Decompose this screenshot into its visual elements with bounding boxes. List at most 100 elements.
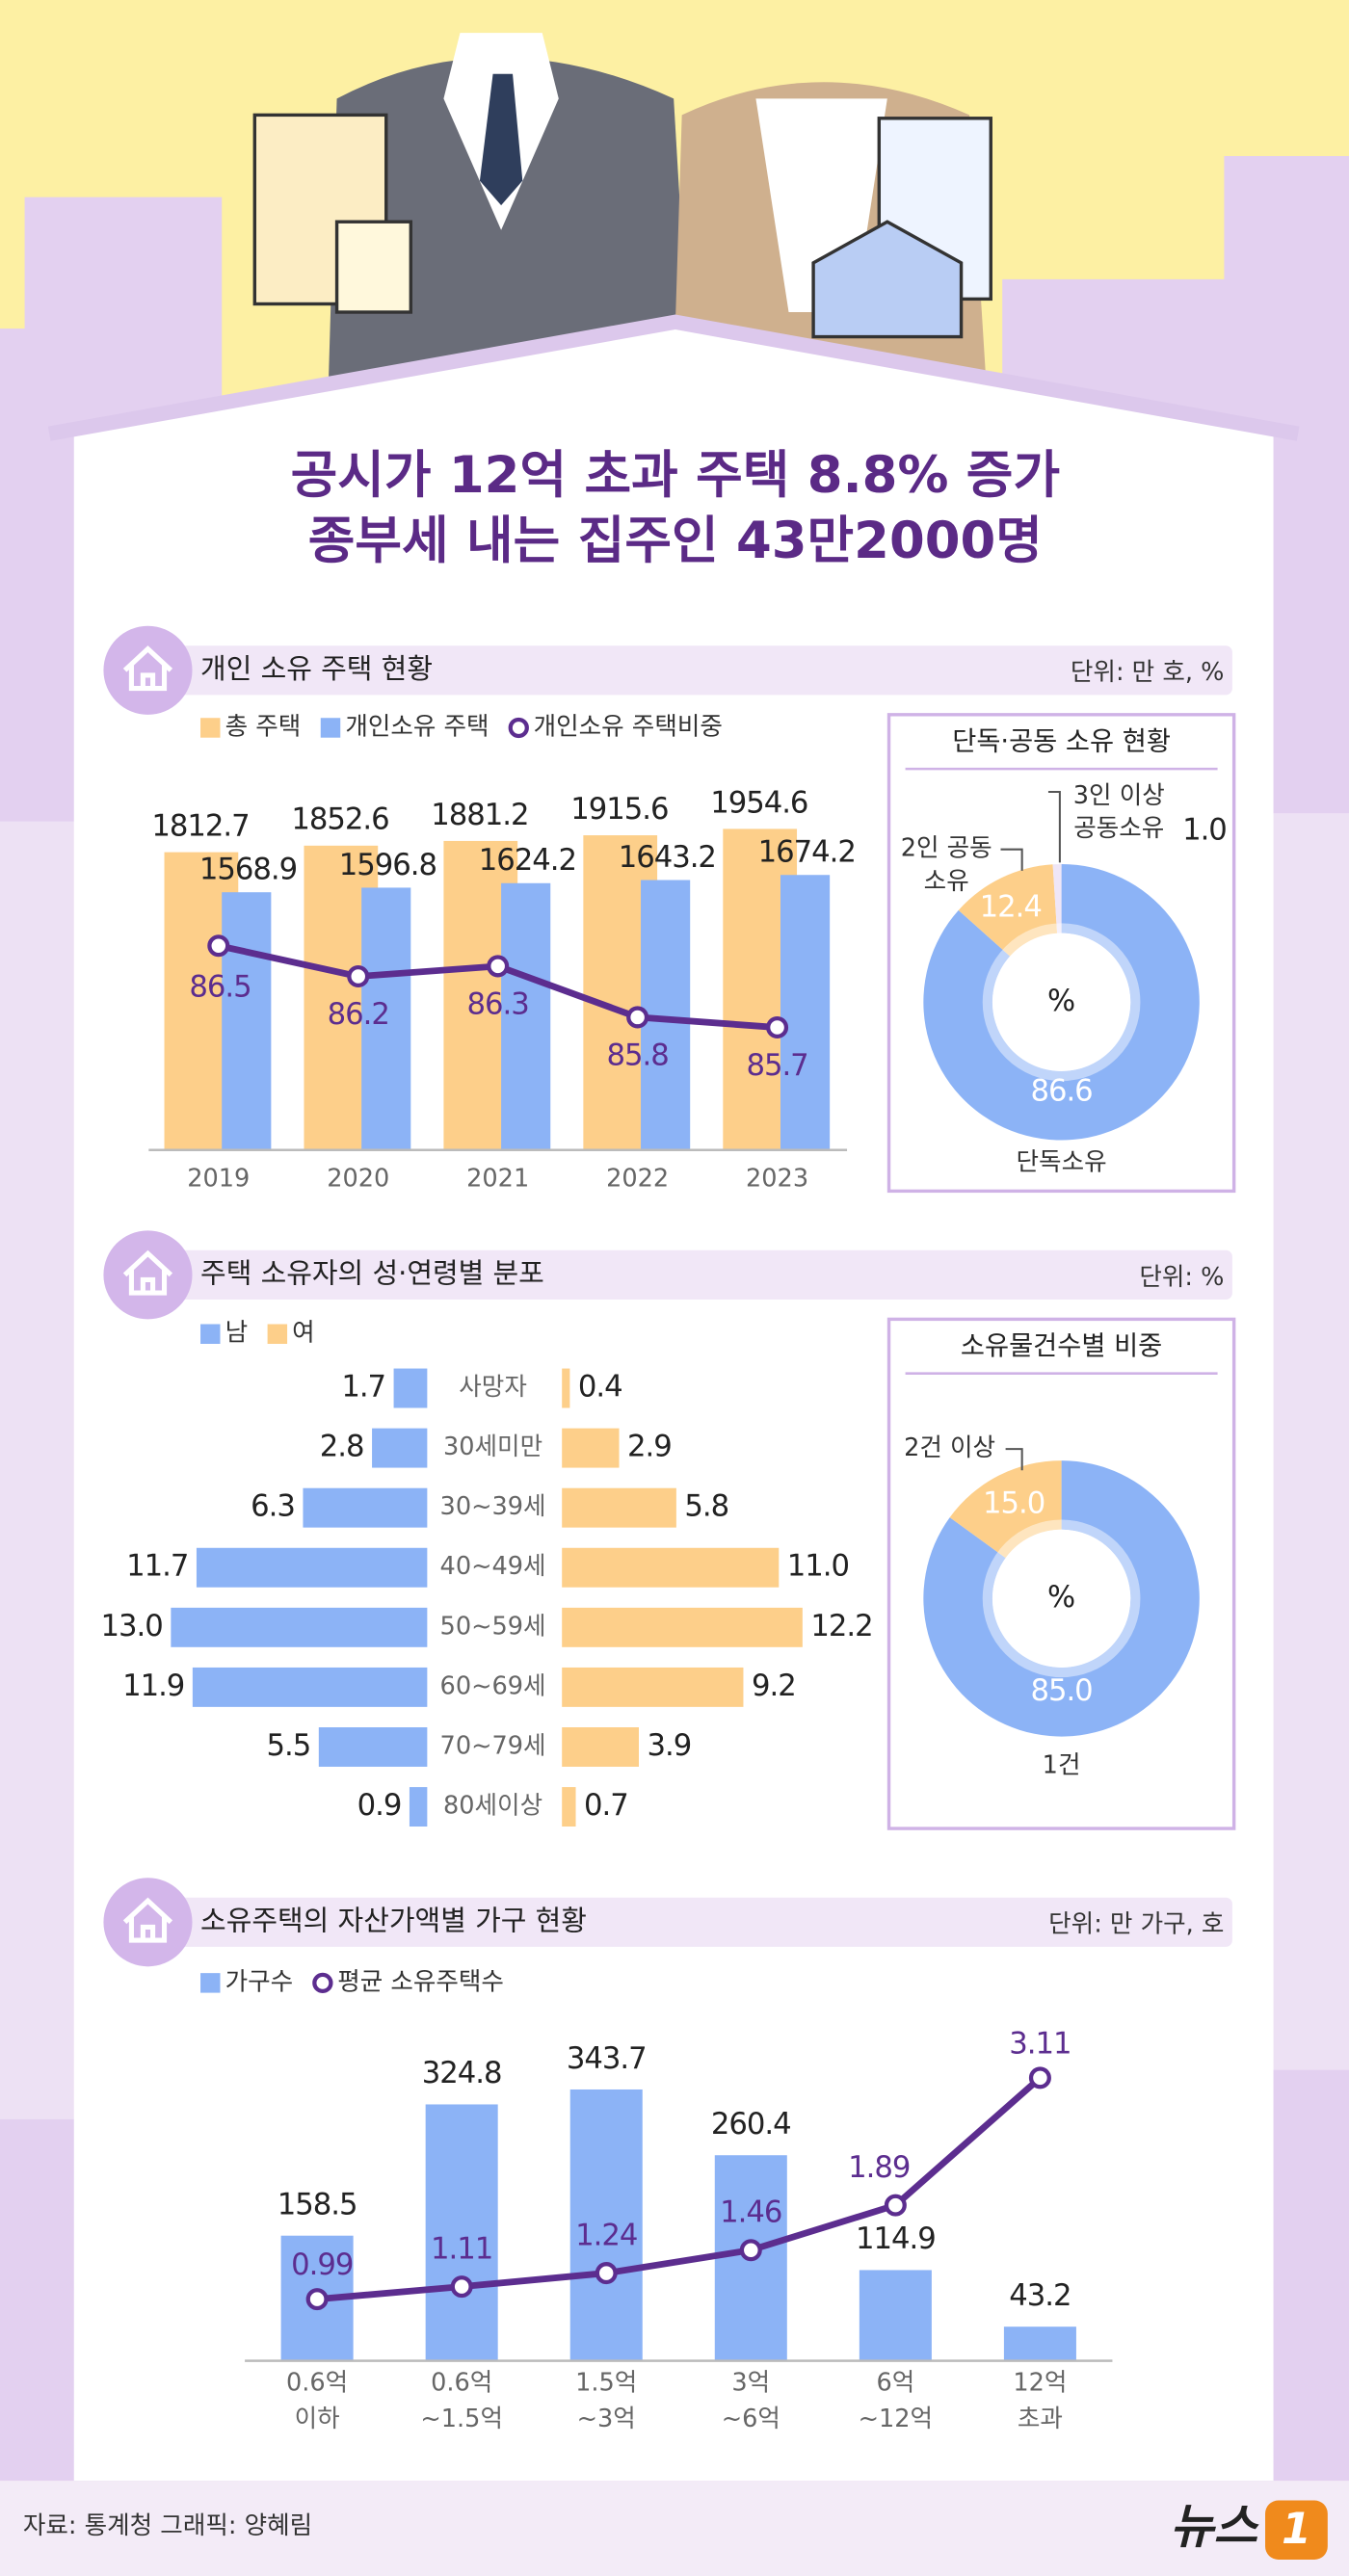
value-label: 6.3: [251, 1490, 295, 1524]
x-tick-label-line: 3억: [731, 2368, 770, 2397]
x-tick-label: 3억 ~6억: [722, 2368, 780, 2433]
value-label: 1568.9: [199, 854, 297, 887]
value-label: 324.8: [422, 2057, 502, 2090]
line-point: [487, 955, 510, 978]
value-label: 13.0: [101, 1610, 163, 1643]
line-point: [626, 1006, 649, 1029]
value-label: 1852.6: [291, 803, 388, 837]
x-tick-label: 2022: [606, 1164, 669, 1193]
category-label: 30세미만: [443, 1433, 542, 1461]
value-label: 1.89: [848, 2151, 910, 2185]
headline: 공시가 12억 초과 주택 8.8% 증가: [291, 446, 1060, 505]
x-tick-label: 2023: [746, 1164, 808, 1193]
value-label: 1674.2: [758, 836, 856, 870]
footer-bar: [0, 2481, 1349, 2576]
donut-segment: [949, 1460, 1062, 1559]
value-label: 85.8: [607, 1038, 669, 1072]
x-tick-label: 12억 초과: [1013, 2368, 1067, 2433]
section-title: 소유주택의 자산가액별 가구 현황: [200, 1904, 587, 1936]
line-point: [207, 934, 230, 958]
bar: [562, 1547, 780, 1588]
value-label: 86.2: [328, 998, 389, 1032]
legend-marker: [267, 1324, 288, 1344]
donut-segment: [923, 1460, 1200, 1737]
line-point: [305, 2288, 329, 2311]
value-label: 11.9: [122, 1669, 184, 1703]
donut-title: 단독·공동 소유 현황: [952, 726, 1171, 756]
x-tick-label-line: 6억: [876, 2368, 914, 2397]
donut-segment: [923, 864, 1200, 1141]
section-bar: [115, 1897, 1232, 1947]
line-point: [884, 2194, 907, 2217]
bar: [318, 1727, 428, 1767]
legend-marker: [312, 1972, 333, 1994]
x-tick-label: 1.5억 ~3억: [575, 2368, 637, 2433]
section-title: 개인 소유 주택 현황: [200, 652, 433, 685]
bar: [562, 1727, 639, 1767]
bar: [425, 2104, 498, 2361]
legend-label: 여: [292, 1319, 315, 1348]
bar: [562, 1368, 570, 1408]
bar: [562, 1428, 620, 1468]
value-label: 1.24: [575, 2220, 637, 2253]
line-point: [595, 2262, 618, 2285]
legend-marker: [200, 1324, 221, 1344]
legend-marker: [200, 718, 221, 738]
house-icon: [122, 1249, 173, 1296]
value-label: 1.0: [1182, 813, 1227, 847]
value-label: 1.7: [341, 1371, 385, 1405]
source: 자료: 통계청 그래픽: 양혜림: [23, 2511, 312, 2540]
value-label: 86.3: [467, 987, 529, 1021]
bar: [501, 882, 551, 1150]
value-label: 1624.2: [479, 844, 576, 878]
value-label: 12.2: [810, 1610, 872, 1643]
value-label: 1.11: [431, 2233, 492, 2267]
category-label: 2건 이상: [904, 1433, 995, 1462]
unit-label: 단위: %: [1139, 1263, 1224, 1292]
x-tick-label-line: ~3억: [577, 2405, 636, 2433]
bar: [569, 2089, 643, 2361]
bar: [409, 1787, 428, 1827]
logo-box: [1265, 2500, 1328, 2560]
value-label: 12.4: [980, 891, 1042, 925]
line-point: [766, 1016, 789, 1039]
x-tick-label: 2019: [187, 1164, 250, 1193]
value-label: 11.7: [126, 1550, 188, 1584]
category-label-line: 단독소유: [1017, 1147, 1107, 1176]
bar: [222, 892, 272, 1150]
legend-label: 총 주택: [225, 712, 302, 741]
bar: [303, 1487, 428, 1528]
line: [316, 2075, 1043, 2303]
category-label: 60~69세: [440, 1671, 546, 1700]
category-label: 70~79세: [440, 1731, 546, 1760]
bar: [196, 1547, 428, 1588]
bar: [562, 1667, 744, 1707]
value-label: 1.46: [720, 2196, 781, 2230]
x-tick-label-line: ~12억: [859, 2405, 933, 2433]
x-tick-label: 2020: [327, 1164, 389, 1193]
legend-label: 평균 소유주택수: [337, 1967, 504, 1996]
category-label-line: 공동소유: [1073, 814, 1164, 843]
category-label: 80세이상: [443, 1792, 542, 1821]
category-label-line: 1건: [1043, 1750, 1081, 1779]
x-tick-label-line: 1.5억: [575, 2368, 637, 2397]
value-label: 1812.7: [151, 810, 249, 844]
value-label: 1915.6: [570, 793, 668, 827]
center-label: %: [1047, 985, 1075, 1018]
people-illustration: [252, 33, 992, 379]
x-tick-label-line: 이하: [295, 2405, 340, 2433]
section-icon: [103, 1230, 193, 1320]
x-tick-label-line: 0.6억: [286, 2368, 348, 2397]
legend-label: 가구수: [225, 1967, 294, 1996]
center-label: %: [1047, 1581, 1075, 1615]
value-label: 85.7: [746, 1049, 807, 1083]
legend-label: 남: [225, 1319, 249, 1348]
category-label: 30~39세: [440, 1492, 546, 1521]
bar: [393, 1368, 428, 1408]
donut-title: 소유물건수별 비중: [961, 1331, 1162, 1361]
x-tick-label-line: ~6억: [722, 2405, 780, 2433]
category-label-line: 2건 이상: [904, 1433, 995, 1462]
legend-marker: [200, 1973, 221, 1993]
line-point: [1028, 2066, 1051, 2090]
